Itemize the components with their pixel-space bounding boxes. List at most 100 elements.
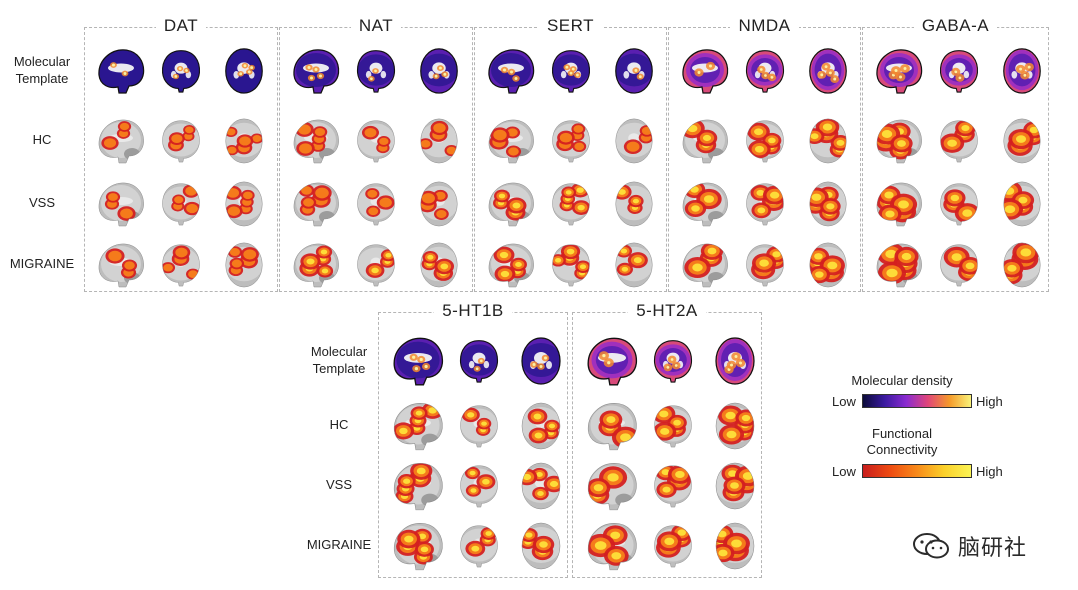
- legend-functional-title: Functional Connectivity: [866, 426, 938, 457]
- cor-brain-slice: [552, 120, 590, 163]
- cor-brain-slice: [162, 50, 200, 93]
- ax-brain-slice: [615, 118, 653, 164]
- ax-brain-slice: [420, 48, 458, 94]
- ax-brain-slice: [521, 462, 561, 510]
- ax-brain-slice: [420, 242, 458, 288]
- cor-brain-slice: [746, 183, 784, 226]
- cor-brain-slice: [746, 50, 784, 93]
- sag-brain-slice: [682, 49, 729, 94]
- cor-brain-slice: [460, 340, 498, 383]
- sag-brain-slice: [98, 119, 144, 164]
- row-label-vss: VSS: [28, 195, 55, 210]
- row-label-vss: VSS: [325, 477, 352, 492]
- sag-brain-slice: [488, 119, 534, 164]
- ax-brain-slice: [1003, 181, 1041, 227]
- ax-brain-slice: [521, 522, 561, 570]
- panel-title-text: NAT: [350, 16, 402, 35]
- molecular-density-colorbar: [862, 394, 972, 408]
- cor-brain-slice: [357, 50, 395, 93]
- sag-brain-slice: [393, 523, 443, 571]
- sag-brain-slice: [587, 403, 637, 451]
- ax-brain-slice: [615, 242, 653, 288]
- ax-brain-slice: [809, 242, 847, 288]
- cor-brain-slice: [654, 465, 692, 508]
- cor-brain-slice: [746, 120, 784, 163]
- sag-brain-slice: [587, 463, 637, 511]
- panel-title-text: NMDA: [730, 16, 799, 35]
- ax-brain-slice: [615, 181, 653, 227]
- cor-brain-slice: [940, 120, 978, 163]
- ax-brain-slice: [1003, 48, 1041, 94]
- cor-brain-slice: [162, 244, 200, 287]
- cor-brain-slice: [552, 50, 590, 93]
- sag-brain-slice: [98, 182, 144, 227]
- panel-title-text: GABA-A: [913, 16, 998, 35]
- legend-functional-high: High: [976, 464, 1003, 479]
- cor-brain-slice: [940, 244, 978, 287]
- ax-brain-slice: [225, 181, 263, 227]
- ax-brain-slice: [420, 118, 458, 164]
- row-label-migraine: MIGRAINE: [9, 256, 75, 271]
- ax-brain-slice: [225, 118, 263, 164]
- sag-brain-slice: [488, 182, 534, 227]
- cor-brain-slice: [460, 465, 498, 508]
- panel-title: NMDA: [669, 16, 860, 36]
- ax-brain-slice: [1003, 118, 1041, 164]
- cor-brain-slice: [460, 405, 498, 448]
- cor-brain-slice: [552, 183, 590, 226]
- legend-molecular-title: Molecular density: [851, 373, 953, 388]
- sag-brain-slice: [293, 243, 339, 288]
- row-label-migraine: MIGRAINE: [306, 537, 372, 552]
- ax-brain-slice: [521, 337, 561, 385]
- cor-brain-slice: [162, 120, 200, 163]
- sag-brain-slice: [293, 182, 339, 227]
- sag-brain-slice: [682, 182, 728, 227]
- watermark-text: 脑研社: [958, 535, 1028, 560]
- ax-brain-slice: [1003, 242, 1041, 288]
- sag-brain-slice: [293, 49, 340, 94]
- panel-title-text: 5-HT1B: [434, 301, 512, 320]
- sag-brain-slice: [293, 119, 339, 164]
- ax-brain-slice: [615, 48, 653, 94]
- cor-brain-slice: [460, 525, 498, 568]
- row-label-molecular: Molecular Template: [310, 344, 368, 376]
- cor-brain-slice: [654, 340, 692, 383]
- cor-brain-slice: [162, 183, 200, 226]
- sag-brain-slice: [682, 119, 728, 164]
- wechat-icon: [913, 533, 949, 559]
- sag-brain-slice: [98, 243, 144, 288]
- sag-brain-slice: [587, 337, 638, 386]
- row-label-hc: HC: [32, 132, 52, 147]
- sag-brain-slice: [393, 463, 443, 511]
- sag-brain-slice: [587, 523, 637, 571]
- cor-brain-slice: [357, 244, 395, 287]
- cor-brain-slice: [654, 525, 692, 568]
- panel-title-text: DAT: [155, 16, 207, 35]
- panel-title: GABA-A: [863, 16, 1048, 36]
- ax-brain-slice: [420, 181, 458, 227]
- ax-brain-slice: [715, 462, 755, 510]
- panel-title-text: 5-HT2A: [628, 301, 706, 320]
- ax-brain-slice: [225, 242, 263, 288]
- sag-brain-slice: [98, 49, 145, 94]
- sag-brain-slice: [876, 182, 922, 227]
- ax-brain-slice: [715, 402, 755, 450]
- sag-brain-slice: [876, 243, 922, 288]
- ax-brain-slice: [809, 48, 847, 94]
- watermark: 脑研社: [912, 530, 1027, 562]
- cor-brain-slice: [357, 120, 395, 163]
- panel-title: SERT: [475, 16, 666, 36]
- sag-brain-slice: [393, 403, 443, 451]
- functional-connectivity-colorbar: [862, 464, 972, 478]
- cor-brain-slice: [552, 244, 590, 287]
- sag-brain-slice: [393, 337, 444, 386]
- legend-functional-low: Low: [832, 464, 856, 479]
- cor-brain-slice: [357, 183, 395, 226]
- ax-brain-slice: [715, 337, 755, 385]
- panel-title: NAT: [280, 16, 472, 36]
- cor-brain-slice: [940, 50, 978, 93]
- ax-brain-slice: [809, 181, 847, 227]
- cor-brain-slice: [654, 405, 692, 448]
- cor-brain-slice: [940, 183, 978, 226]
- sag-brain-slice: [876, 119, 922, 164]
